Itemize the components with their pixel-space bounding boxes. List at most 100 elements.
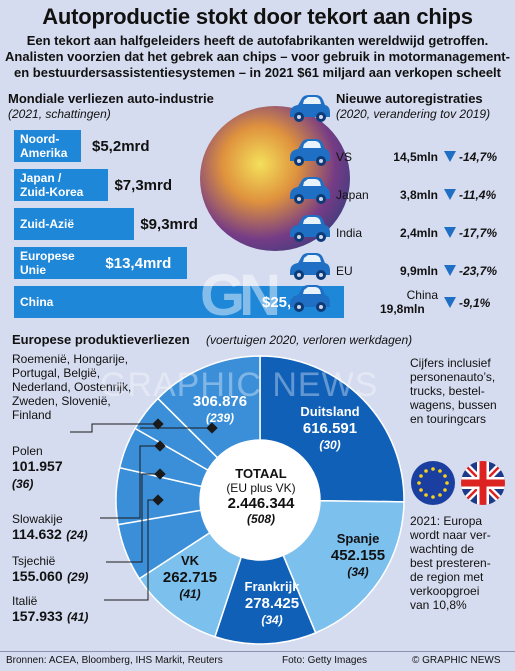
slice-days: (29): [67, 570, 89, 584]
uk-flag-icon: [461, 461, 505, 505]
down-arrow-icon: [444, 265, 456, 276]
slice-days: (41): [67, 610, 89, 624]
registrations-subtitle: (2020, verandering tov 2019): [336, 107, 491, 121]
footer-photo: Foto: Getty Images: [282, 655, 368, 666]
leader-marker: [206, 422, 218, 434]
bar-value-label: $13,4mrd: [105, 255, 172, 272]
down-arrow-icon: [444, 189, 456, 200]
registration-country: VS: [336, 150, 353, 164]
losses-subtitle: (2021, schattingen): [8, 107, 111, 121]
footer-sources: Bronnen: ACEA, Bloomberg, IHS Markit, Re…: [6, 655, 223, 666]
bar-value-label: $7,3mrd: [114, 177, 173, 194]
car-icon: [290, 139, 330, 166]
bar-value-label: $5,2mrd: [92, 138, 150, 155]
flags: [411, 461, 505, 505]
bar-category-label: Japan / Zuid-Korea: [20, 171, 84, 199]
registration-change: -11,4%: [459, 188, 497, 202]
footer-copyright: © GRAPHIC NEWS: [412, 655, 501, 666]
registration-change: -17,7%: [459, 226, 498, 240]
subtitle-line-3: en bestuurdersassistentiesystemen – in 2…: [13, 65, 501, 80]
slice-name: Duitsland: [300, 404, 360, 419]
car-icon: [290, 285, 330, 312]
down-arrow-icon: [444, 151, 456, 162]
other-countries-label: Roemenië, Hongarije, Portugal, België, N…: [12, 352, 132, 422]
total-label: TOTAAL: [235, 466, 287, 481]
slice-days: (24): [66, 528, 88, 542]
slice-value: 278.425: [244, 595, 300, 612]
bar: [14, 130, 82, 162]
bar: [14, 169, 109, 201]
registration-change: -14,7%: [459, 150, 498, 164]
slice-name: Tsjechië: [12, 554, 56, 568]
leader-line: [106, 473, 160, 563]
slice-value: 616.591: [302, 420, 358, 437]
down-arrow-icon: [444, 227, 456, 238]
slice-days: (239): [205, 411, 234, 425]
outlook-note: 2021: Europa wordt naar ver- wachting de…: [410, 514, 491, 612]
slice-value: 452.155: [330, 547, 386, 564]
car-icon: [290, 95, 330, 122]
bar: [14, 247, 188, 279]
slice-value: 101.957: [12, 458, 63, 474]
registration-value: 3,8mln: [399, 188, 438, 202]
subtitle-line-1: Een tekort aan halfgeleiders heeft de au…: [26, 33, 489, 48]
slice-days: (34): [261, 613, 283, 627]
slice-name: Spanje: [336, 531, 380, 546]
europe-title: Europese produktieverliezen: [12, 332, 190, 347]
losses-bar-chart: Noord- Amerika $5,2mrd Japan / Zuid-Korea $7,…: [0, 0, 515, 330]
leader-marker: [152, 418, 164, 430]
registrations-table: VS 14,5mln -14,7% Japan 3,8mln -11,4% India 2…: [0, 0, 515, 330]
subtitle-line-2: Analisten voorzien dat het gebrek aan ch…: [5, 49, 510, 64]
vehicles-note: Cijfers inclusief personenauto’s, trucks…: [410, 356, 497, 426]
total-value: 2.446.344: [227, 495, 295, 512]
total-days: (508): [246, 512, 275, 526]
europe-subtitle: (voertuigen 2020, verloren werkdagen): [206, 333, 413, 347]
footer-divider: [0, 651, 515, 652]
slice-value: 155.060: [12, 568, 63, 584]
car-icon: [290, 253, 330, 280]
eu-flag-icon: [411, 461, 455, 505]
down-arrow-icon: [444, 297, 456, 308]
registrations-title: Nieuwe autoregistraties: [336, 91, 483, 106]
pie-label-slovakia: Slowakije 114.632 (24): [12, 512, 142, 544]
bar-category-label: Zuid-Azië: [20, 217, 74, 231]
page-title: Autoproductie stokt door tekort aan chip…: [42, 4, 473, 29]
slice-name: Slowakije: [12, 512, 63, 526]
registration-country: China: [406, 288, 438, 302]
leader-marker: [152, 494, 164, 506]
registration-change: -23,7%: [459, 264, 498, 278]
bar-category-label: Noord- Amerika: [20, 132, 68, 160]
registration-value: 14,5mln: [393, 150, 438, 164]
slice-days: (30): [319, 438, 341, 452]
car-icon: [290, 215, 330, 242]
slice-days: (34): [347, 565, 369, 579]
pie-label-poland: Polen 101.957 (36): [12, 444, 142, 493]
registration-value: 2,4mln: [399, 226, 438, 240]
slice-name: Frankrijk: [244, 579, 300, 594]
slice-days: (36): [12, 477, 34, 491]
slice-value: 114.632: [12, 526, 62, 542]
leader-line: [70, 423, 158, 433]
pie-label-france: Frankrijk 278.425 (34): [232, 578, 312, 629]
watermark-text: GRAPHIC NEWS: [100, 366, 379, 404]
pie-label-italy: Italië 157.933 (41): [12, 594, 142, 626]
losses-title: Mondiale verliezen auto-industrie: [8, 91, 214, 106]
slice-value: 157.933: [12, 608, 63, 624]
pie-label-spain: Spanje 452.155 (34): [318, 530, 398, 581]
pie-label-czechia: Tsjechië 155.060 (29): [12, 554, 142, 586]
bar: [14, 286, 344, 318]
slice-value: 306.876: [192, 393, 248, 410]
registration-change: -9,1%: [459, 296, 491, 310]
registration-country: Japan: [336, 188, 369, 202]
car-icon: [290, 177, 330, 204]
slice-days: (41): [179, 587, 201, 601]
bar-category-label: China: [20, 295, 54, 309]
slice-name: Polen: [12, 444, 43, 458]
registration-value: 19,8mln: [380, 302, 425, 316]
leader-marker: [154, 440, 166, 452]
slice-name: VK: [180, 553, 200, 568]
registration-country: EU: [336, 264, 353, 278]
bar-category-label: Europese Unie: [20, 249, 75, 277]
